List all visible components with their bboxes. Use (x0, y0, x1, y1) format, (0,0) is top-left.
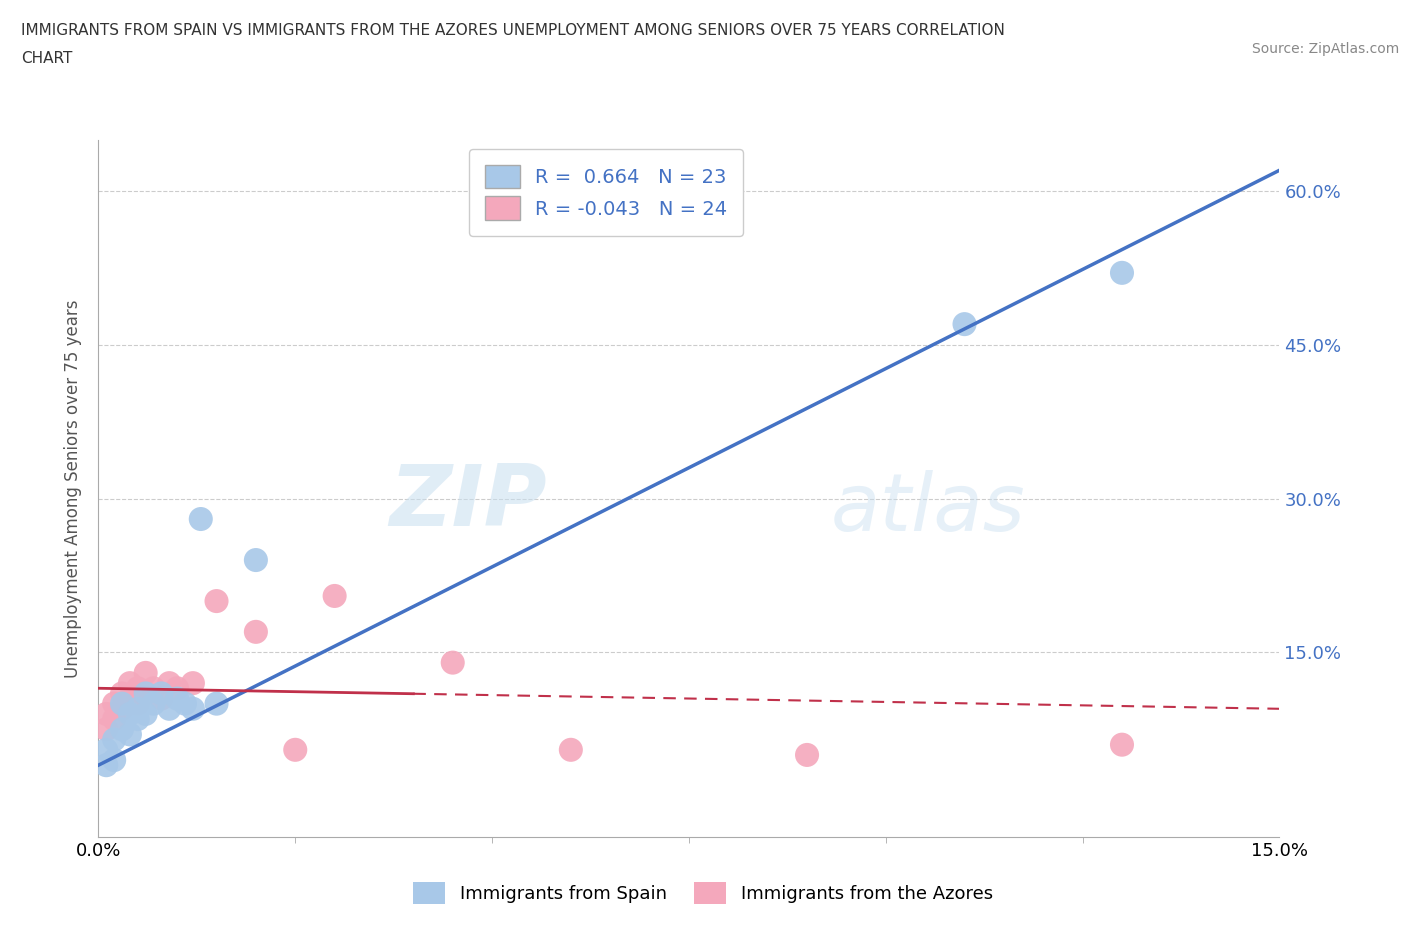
Point (127, 701, 149, 716)
Point (103, 752, 125, 767)
Point (118, 676, 141, 691)
Point (127, 681, 149, 696)
Point (111, 697, 134, 711)
Point (127, 697, 149, 711)
Point (1111, 737, 1133, 752)
Point (953, 317, 976, 332)
Text: ZIP: ZIP (389, 460, 547, 544)
Point (174, 697, 197, 711)
Point (118, 691, 141, 706)
Point (135, 686, 157, 701)
Point (127, 711, 149, 726)
Point (150, 686, 173, 701)
Point (96, 742, 118, 757)
Point (111, 686, 134, 701)
Point (181, 701, 204, 716)
Point (157, 676, 180, 691)
Text: CHART: CHART (21, 51, 73, 66)
Point (284, 742, 307, 757)
Point (103, 732, 125, 747)
Text: IMMIGRANTS FROM SPAIN VS IMMIGRANTS FROM THE AZORES UNEMPLOYMENT AMONG SENIORS O: IMMIGRANTS FROM SPAIN VS IMMIGRANTS FROM… (21, 23, 1005, 38)
Point (150, 691, 173, 706)
Point (166, 681, 188, 696)
Point (441, 656, 464, 671)
Point (796, 748, 818, 763)
Point (245, 624, 267, 639)
Point (181, 676, 204, 691)
Point (96, 722, 118, 737)
Point (166, 691, 188, 706)
Legend: R =  0.664   N = 23, R = -0.043   N = 24: R = 0.664 N = 23, R = -0.043 N = 24 (470, 149, 744, 235)
Point (323, 589, 346, 604)
Point (135, 666, 157, 681)
Point (118, 707, 141, 722)
Point (96, 707, 118, 722)
Y-axis label: Unemployment Among Seniors over 75 years: Unemployment Among Seniors over 75 years (65, 299, 83, 677)
Text: atlas: atlas (831, 471, 1025, 548)
Point (142, 681, 165, 696)
Point (142, 697, 165, 711)
Point (103, 697, 125, 711)
Point (96, 758, 118, 773)
Point (560, 742, 582, 757)
Point (205, 593, 228, 608)
Point (157, 701, 180, 716)
Legend: Immigrants from Spain, Immigrants from the Azores: Immigrants from Spain, Immigrants from t… (406, 875, 1000, 911)
Text: Source: ZipAtlas.com: Source: ZipAtlas.com (1251, 42, 1399, 56)
Point (135, 707, 157, 722)
Point (1111, 265, 1133, 280)
Point (245, 552, 267, 567)
Point (111, 722, 134, 737)
Point (111, 701, 134, 716)
Point (118, 727, 141, 742)
Point (103, 711, 125, 726)
Point (190, 512, 212, 526)
Point (205, 697, 228, 711)
